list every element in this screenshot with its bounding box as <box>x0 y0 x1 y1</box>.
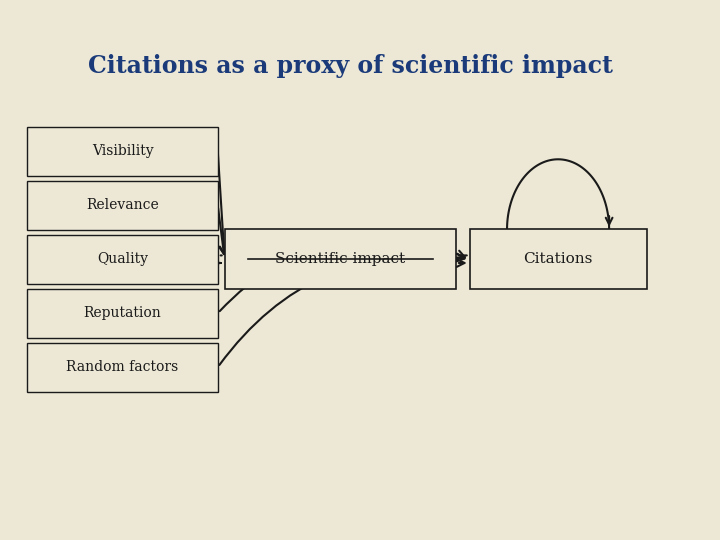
FancyBboxPatch shape <box>469 230 647 289</box>
FancyBboxPatch shape <box>27 127 217 176</box>
Text: Reputation: Reputation <box>84 306 161 320</box>
Text: Scientific impact: Scientific impact <box>275 252 405 266</box>
Text: Visibility: Visibility <box>91 144 153 158</box>
Text: Relevance: Relevance <box>86 198 159 212</box>
Text: Citations as a proxy of scientific impact: Citations as a proxy of scientific impac… <box>89 54 613 78</box>
FancyBboxPatch shape <box>27 235 217 284</box>
FancyBboxPatch shape <box>27 181 217 230</box>
FancyBboxPatch shape <box>27 343 217 391</box>
Text: Quality: Quality <box>97 252 148 266</box>
FancyBboxPatch shape <box>27 289 217 338</box>
FancyBboxPatch shape <box>225 230 456 289</box>
Text: Random factors: Random factors <box>66 360 179 374</box>
Text: Citations: Citations <box>523 252 593 266</box>
